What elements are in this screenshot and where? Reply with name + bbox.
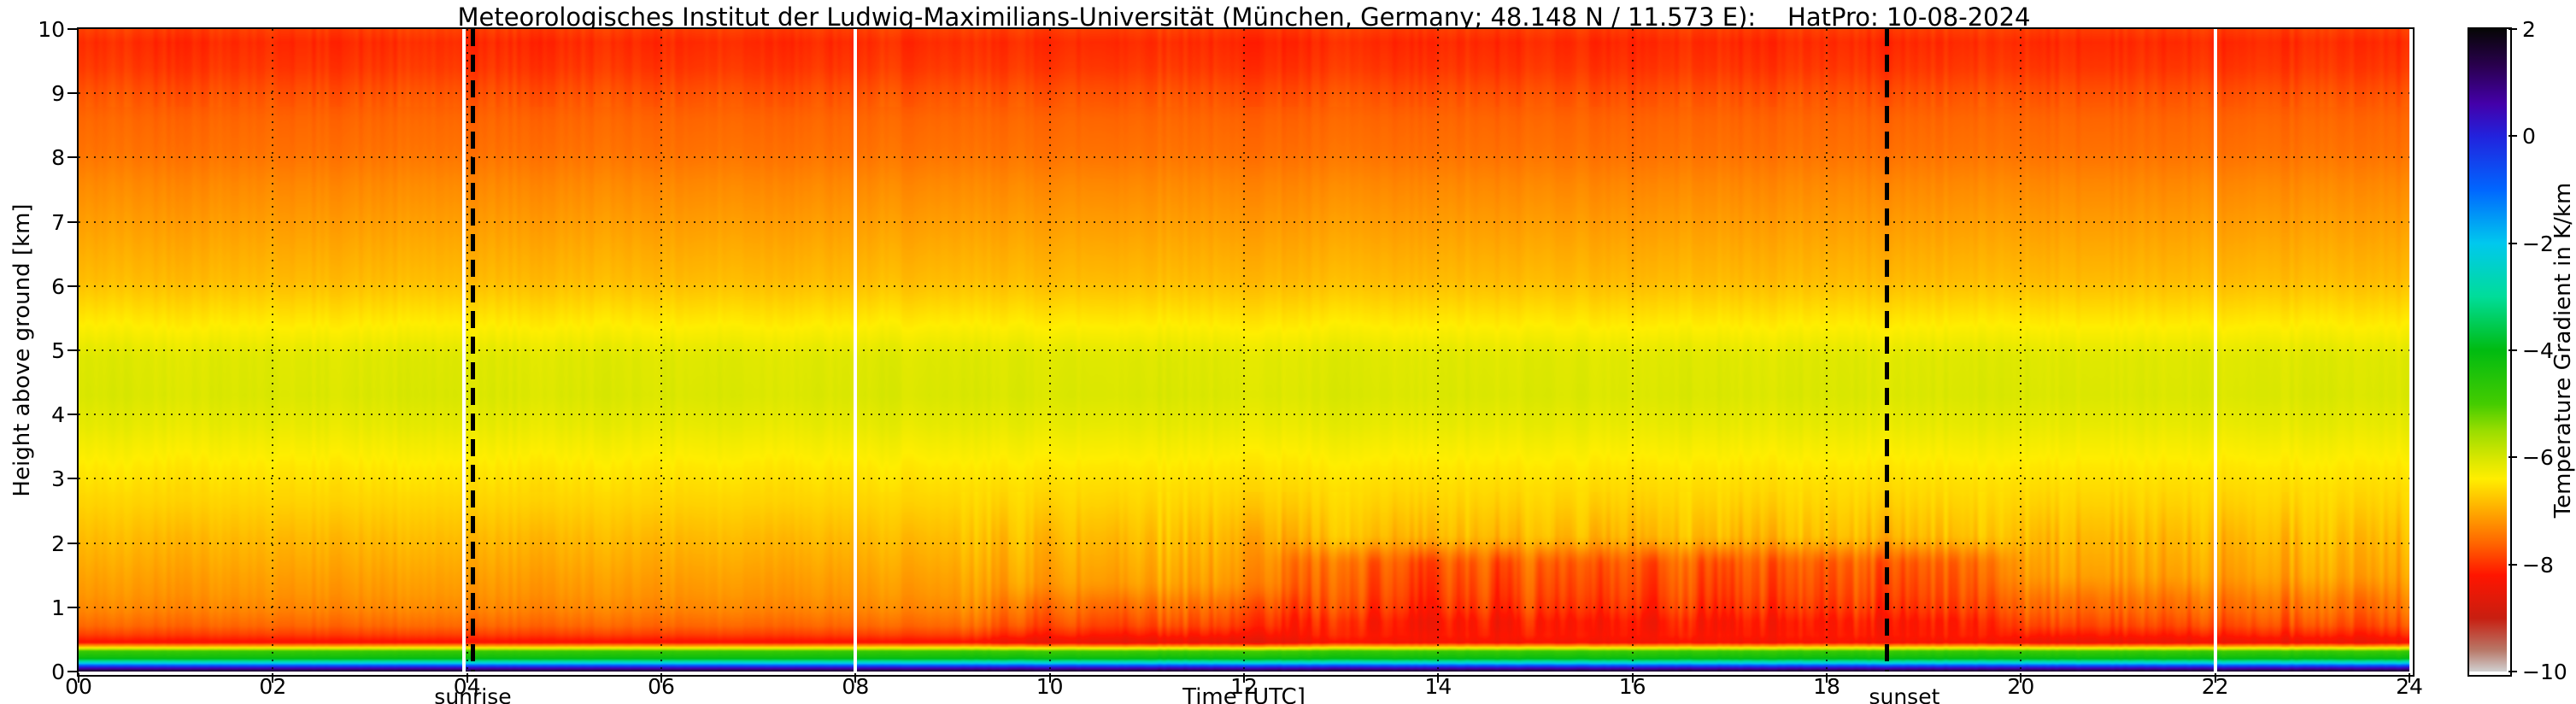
x-axis-tick — [2409, 673, 2410, 683]
colorbar-gradient — [2469, 29, 2507, 672]
x-axis-tick-label: 04 — [453, 674, 481, 699]
colorbar-tick-label: −10 — [2522, 660, 2567, 684]
y-axis-tick-label: 0 — [51, 660, 65, 684]
gridline-horizontal — [79, 414, 2409, 416]
x-axis-tick-label: 06 — [648, 674, 675, 699]
sunset-label: sunset — [1869, 684, 1940, 704]
y-axis-tick-label: 4 — [51, 402, 65, 428]
y-axis-tick-label: 7 — [51, 209, 65, 235]
x-axis-tick — [78, 673, 79, 683]
colorbar-tick — [2509, 456, 2517, 459]
y-axis-tick — [67, 28, 77, 30]
gridline-horizontal — [79, 542, 2409, 544]
colorbar-tick-label: −4 — [2522, 338, 2554, 363]
x-axis-tick — [2020, 673, 2022, 683]
colorbar-tick — [2509, 28, 2517, 30]
colorbar-tick — [2509, 563, 2517, 566]
y-axis-tick — [67, 285, 77, 287]
y-axis-tick — [67, 92, 77, 95]
x-axis-tick-label: 08 — [842, 674, 870, 699]
x-axis-tick-label: 18 — [1813, 674, 1840, 699]
colorbar-tick-label: −8 — [2522, 552, 2554, 578]
sunrise-line — [471, 29, 476, 672]
x-axis-tick — [660, 673, 662, 683]
colorbar-tick-label: 2 — [2522, 17, 2536, 42]
y-axis-tick — [67, 542, 77, 544]
x-axis-tick — [1437, 673, 1440, 683]
colorbar-tick-label: 0 — [2522, 124, 2536, 150]
x-axis-tick — [1243, 673, 1245, 683]
x-axis-tick-label: 02 — [259, 674, 287, 699]
x-axis-tick — [854, 673, 857, 683]
chart-title: Meteorologisches Institut der Ludwig-Max… — [457, 3, 2031, 32]
x-axis-tick — [466, 673, 468, 683]
y-axis-tick-label: 8 — [51, 145, 65, 171]
x-axis-tick-label: 16 — [1618, 674, 1646, 699]
gridline-horizontal — [79, 606, 2409, 608]
y-axis-tick — [67, 414, 77, 416]
colorbar-tick-label: −2 — [2522, 231, 2554, 256]
x-axis-tick-label: 10 — [1036, 674, 1064, 699]
x-axis-tick — [1631, 673, 1634, 683]
x-axis-tick — [1048, 673, 1051, 683]
x-axis-tick — [1826, 673, 1828, 683]
y-axis-tick — [67, 478, 77, 480]
plot-area — [77, 27, 2415, 677]
x-axis-label: Time [UTC] — [1182, 684, 1306, 704]
x-axis-tick-label: 00 — [65, 674, 92, 699]
colorbar-tick — [2509, 349, 2517, 351]
gridline-horizontal — [79, 220, 2409, 223]
y-axis-tick-label: 2 — [51, 531, 65, 556]
colorbar-tick — [2509, 135, 2517, 138]
y-axis-tick — [67, 349, 77, 351]
y-axis-tick-label: 1 — [51, 595, 65, 620]
colorbar-tick — [2509, 671, 2517, 672]
data-gap-line — [462, 29, 466, 672]
colorbar — [2467, 27, 2512, 677]
sunrise-label: sunrise — [434, 684, 512, 704]
x-axis-tick-label: 22 — [2201, 674, 2229, 699]
gridline-horizontal — [79, 285, 2409, 287]
sunset-line — [1885, 29, 1890, 672]
data-gap-line — [2213, 29, 2217, 672]
gridline-horizontal — [79, 92, 2409, 95]
x-axis-tick-label: 20 — [2007, 674, 2035, 699]
x-axis-tick — [272, 673, 274, 683]
data-gap-line — [854, 29, 858, 672]
gridline-horizontal — [79, 478, 2409, 480]
y-axis-tick-label: 6 — [51, 273, 65, 299]
y-axis-tick — [67, 606, 77, 608]
y-axis-tick-label: 3 — [51, 466, 65, 492]
gridline-horizontal — [79, 349, 2409, 351]
gridline-horizontal — [79, 156, 2409, 159]
x-axis-tick-label: 24 — [2396, 674, 2423, 699]
y-axis-tick-label: 5 — [51, 338, 65, 363]
y-axis-tick — [67, 220, 77, 223]
y-axis-tick — [67, 671, 77, 672]
y-axis-tick-label: 9 — [51, 81, 65, 107]
colorbar-tick — [2509, 242, 2517, 244]
x-axis-tick-label: 14 — [1424, 674, 1452, 699]
x-axis-tick — [2214, 673, 2216, 683]
x-axis-tick-label: 12 — [1230, 674, 1258, 699]
colorbar-label: Temperature Gradient in K/km — [2550, 182, 2576, 519]
y-axis-tick — [67, 156, 77, 159]
y-axis-tick-label: 10 — [38, 17, 65, 42]
colorbar-tick-label: −6 — [2522, 445, 2554, 471]
